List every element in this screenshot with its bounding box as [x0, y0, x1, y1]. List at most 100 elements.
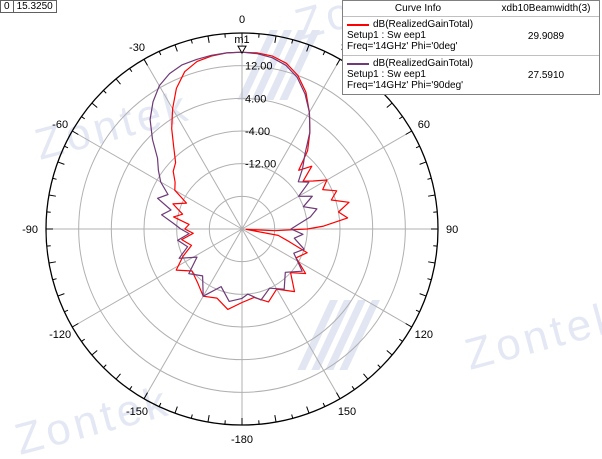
- angle-tick: [291, 414, 294, 419]
- angle-tick: [377, 364, 381, 368]
- marker-readout-value: 15.3250: [12, 0, 57, 13]
- legend-setup: Setup1 : Sw eep1: [347, 69, 426, 80]
- angle-tick: [143, 392, 148, 399]
- legend-freq: Freq='14GHz' Phi='0deg': [347, 41, 458, 52]
- angle-tick: [306, 44, 310, 52]
- angle-tick: [428, 261, 436, 264]
- angle-tick: [72, 323, 79, 328]
- angle-tick: [386, 102, 393, 108]
- marker-readout-label: 0: [0, 0, 14, 13]
- angle-tick: [64, 145, 69, 149]
- series-line-0: [171, 51, 350, 310]
- angle-tick: [57, 293, 65, 297]
- angle-label: -180: [231, 434, 253, 446]
- legend-beamwidth-value: 27.5910: [527, 69, 565, 81]
- legend-header-beamwidth: xdb10Beamwidth(3): [501, 3, 591, 14]
- angle-tick: [129, 68, 133, 73]
- watermark-text: Zontek: [460, 291, 602, 379]
- grid-ring: [78, 65, 406, 393]
- angle-tick: [274, 415, 277, 423]
- marker-layer: m1: [234, 34, 250, 55]
- angle-label: 90: [446, 224, 458, 236]
- angle-tick: [398, 116, 403, 120]
- angle-label: -30: [129, 42, 145, 54]
- angle-tick: [274, 35, 277, 43]
- angle-tick: [115, 373, 121, 380]
- grid-ring: [143, 130, 341, 328]
- legend-beamwidth-value: 29.9089: [527, 30, 565, 42]
- angle-label: 60: [418, 119, 430, 131]
- angle-tick: [306, 406, 310, 414]
- angle-label: 0: [239, 14, 245, 26]
- grid-ring: [110, 97, 374, 361]
- angle-tick: [115, 78, 121, 85]
- angle-tick: [48, 194, 56, 197]
- angle-tick: [103, 90, 107, 94]
- angle-tick: [322, 402, 326, 407]
- legend-swatch-phi0: [347, 23, 369, 26]
- angle-tick: [386, 350, 393, 356]
- watermark-text: Zontek: [10, 376, 176, 459]
- angle-tick: [207, 35, 210, 43]
- angle-tick: [291, 39, 294, 44]
- angle-tick: [351, 385, 355, 390]
- legend-setup: Setup1 : Sw eep1: [347, 30, 426, 41]
- radial-tick-label: 4.00: [245, 93, 266, 105]
- marker-readout: 0 15.3250: [0, 0, 57, 13]
- angle-tick: [427, 177, 432, 180]
- angle-tick: [363, 373, 369, 380]
- angle-tick: [158, 402, 162, 407]
- angle-tick: [143, 59, 148, 66]
- angle-tick: [174, 406, 178, 414]
- angle-tick: [190, 39, 193, 44]
- radial-tick-label: 12.00: [245, 61, 273, 73]
- legend-trace-name: dB(RealizedGainTotal): [373, 58, 474, 69]
- angle-tick: [91, 350, 98, 356]
- angle-tick: [427, 278, 432, 281]
- angle-tick: [322, 51, 326, 56]
- angle-tick: [52, 177, 57, 180]
- legend-table: Curve Info xdb10Beamwidth(3) dB(Realized…: [342, 0, 600, 95]
- legend-swatch-phi90: [347, 62, 369, 65]
- polar-grid: [45, 32, 439, 426]
- angle-label: 150: [338, 406, 356, 418]
- angle-label: -60: [52, 119, 68, 131]
- angle-tick: [190, 414, 193, 419]
- legend-row-phi0[interactable]: dB(RealizedGainTotal) Setup1 : Sw eep1 F…: [343, 17, 599, 56]
- watermark-logo-icon: [237, 30, 320, 100]
- angle-label: -90: [22, 224, 38, 236]
- radial-tick-label: -12.00: [245, 159, 276, 171]
- legend-row-phi90[interactable]: dB(RealizedGainTotal) Setup1 : Sw eep1 F…: [343, 56, 599, 94]
- angle-tick: [52, 278, 57, 281]
- angle-tick: [207, 415, 210, 423]
- angle-tick: [48, 261, 56, 264]
- legend-header: Curve Info xdb10Beamwidth(3): [343, 1, 599, 17]
- angle-tick: [405, 130, 412, 135]
- angle-tick: [103, 364, 107, 368]
- grid-ring: [208, 195, 276, 263]
- legend-freq: Freq='14GHz' Phi='90deg': [347, 80, 464, 91]
- angle-tick: [81, 116, 86, 120]
- legend-trace-name: dB(RealizedGainTotal): [373, 19, 474, 30]
- angle-tick: [336, 392, 341, 399]
- angle-tick: [405, 323, 412, 328]
- radial-tick-label: -4.00: [245, 126, 270, 138]
- watermark-logo-icon: [297, 300, 380, 370]
- marker-label: m1: [234, 34, 249, 46]
- angle-tick: [428, 194, 436, 197]
- angle-tick: [81, 338, 86, 342]
- angle-tick: [398, 338, 403, 342]
- angle-tick: [336, 59, 341, 66]
- angle-tick: [91, 102, 98, 108]
- angle-label: 120: [415, 329, 433, 341]
- marker-triangle-icon[interactable]: [237, 45, 247, 55]
- angle-tick: [72, 130, 79, 135]
- angle-label: -120: [49, 329, 71, 341]
- angle-tick: [419, 161, 427, 165]
- angle-tick: [419, 293, 427, 297]
- angle-tick: [415, 145, 420, 149]
- angle-tick: [415, 309, 420, 313]
- angle-tick: [64, 309, 69, 313]
- legend-header-curve-info: Curve Info: [394, 3, 442, 14]
